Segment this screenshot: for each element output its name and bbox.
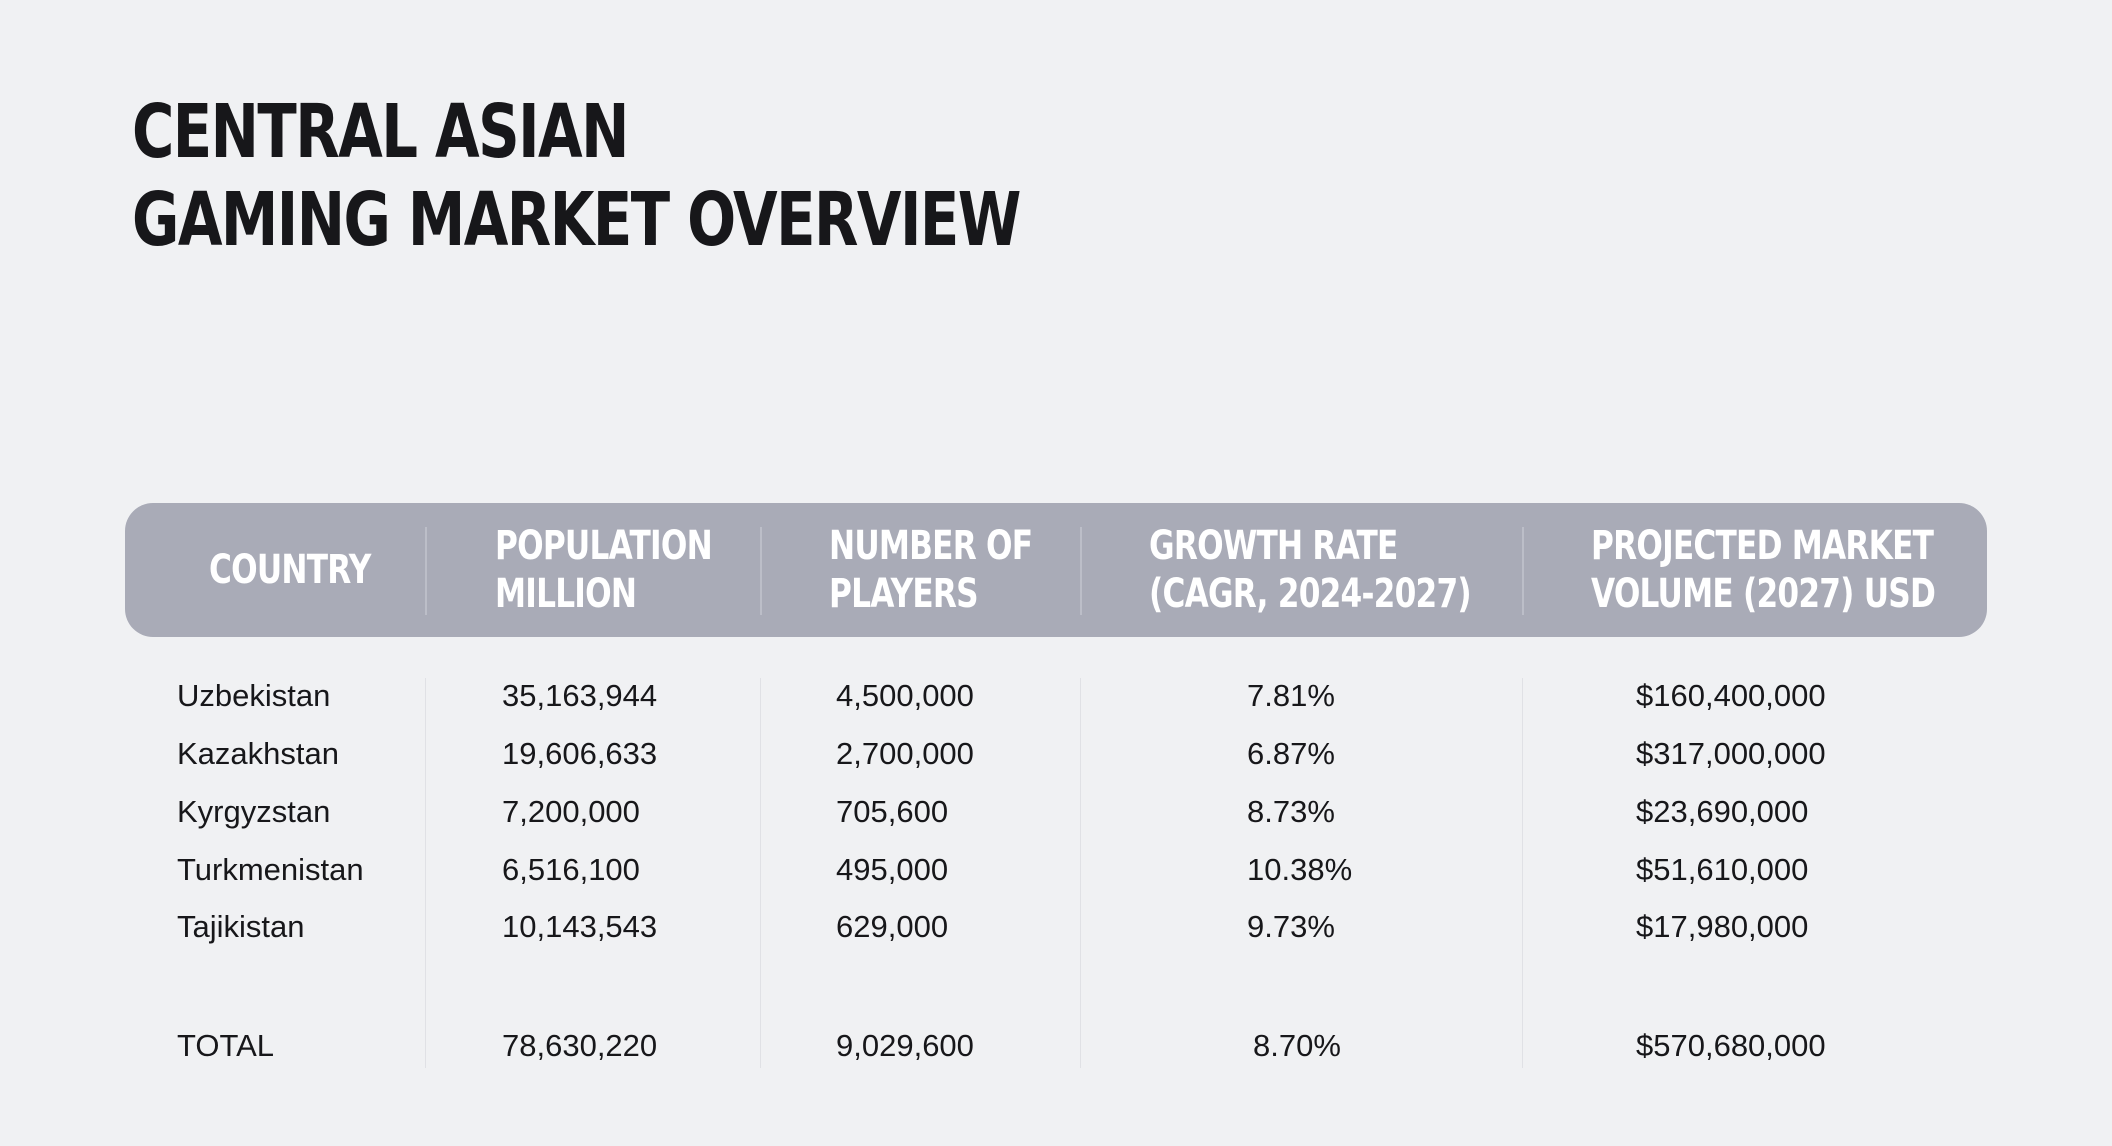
total-growth: 8.70%: [1253, 1028, 1341, 1063]
table-row: Kazakhstan 19,606,633 2,700,000 6.87% $3…: [0, 732, 2112, 776]
cell-growth: 9.73%: [1247, 909, 1335, 944]
cell-growth: 8.73%: [1247, 794, 1335, 829]
total-label: TOTAL: [177, 1028, 275, 1063]
header-divider: [1522, 527, 1524, 615]
column-divider: [760, 678, 761, 1068]
total-population: 78,630,220: [502, 1028, 658, 1063]
cell-country: Turkmenistan: [177, 852, 364, 887]
cell-population: 10,143,543: [502, 909, 658, 944]
cell-growth: 6.87%: [1247, 736, 1335, 771]
table-row: Uzbekistan 35,163,944 4,500,000 7.81% $1…: [0, 674, 2112, 718]
cell-population: 35,163,944: [502, 678, 658, 713]
table-row: Kyrgyzstan 7,200,000 705,600 8.73% $23,6…: [0, 790, 2112, 834]
cell-country: Kazakhstan: [177, 736, 339, 771]
cell-volume: $51,610,000: [1636, 852, 1809, 887]
column-divider: [425, 678, 426, 1068]
cell-players: 4,500,000: [836, 678, 974, 713]
cell-population: 19,606,633: [502, 736, 658, 771]
header-population: POPULATION MILLION: [495, 523, 713, 617]
cell-country: Tajikistan: [177, 909, 305, 944]
total-row: TOTAL 78,630,220 9,029,600 8.70% $570,68…: [0, 1024, 2112, 1068]
cell-players: 705,600: [836, 794, 949, 829]
cell-growth: 10.38%: [1247, 852, 1353, 887]
header-divider: [1080, 527, 1082, 615]
table-row: Tajikistan 10,143,543 629,000 9.73% $17,…: [0, 905, 2112, 949]
title-line-1: CENTRAL ASIAN: [132, 89, 629, 175]
title-line-2: GAMING MARKET OVERVIEW: [132, 177, 1021, 263]
page-title: CENTRAL ASIAN GAMING MARKET OVERVIEW: [132, 88, 1021, 264]
cell-volume: $160,400,000: [1636, 678, 1826, 713]
cell-growth: 7.81%: [1247, 678, 1335, 713]
cell-country: Uzbekistan: [177, 678, 331, 713]
header-divider: [760, 527, 762, 615]
column-divider: [1522, 678, 1523, 1068]
cell-volume: $17,980,000: [1636, 909, 1809, 944]
cell-players: 629,000: [836, 909, 949, 944]
column-divider: [1080, 678, 1081, 1068]
cell-population: 7,200,000: [502, 794, 640, 829]
header-country: COUNTRY: [209, 547, 371, 593]
table-row: Turkmenistan 6,516,100 495,000 10.38% $5…: [0, 848, 2112, 892]
total-volume: $570,680,000: [1636, 1028, 1826, 1063]
cell-population: 6,516,100: [502, 852, 640, 887]
header-players: NUMBER OF PLAYERS: [829, 523, 1033, 617]
header-growth: GROWTH RATE (CAGR, 2024-2027): [1149, 523, 1472, 617]
cell-players: 2,700,000: [836, 736, 974, 771]
cell-volume: $23,690,000: [1636, 794, 1809, 829]
cell-volume: $317,000,000: [1636, 736, 1826, 771]
cell-players: 495,000: [836, 852, 949, 887]
total-players: 9,029,600: [836, 1028, 974, 1063]
header-volume: PROJECTED MARKET VOLUME (2027) USD: [1591, 523, 1936, 617]
header-divider: [425, 527, 427, 615]
table-header: COUNTRY POPULATION MILLION NUMBER OF PLA…: [125, 503, 1987, 637]
cell-country: Kyrgyzstan: [177, 794, 331, 829]
